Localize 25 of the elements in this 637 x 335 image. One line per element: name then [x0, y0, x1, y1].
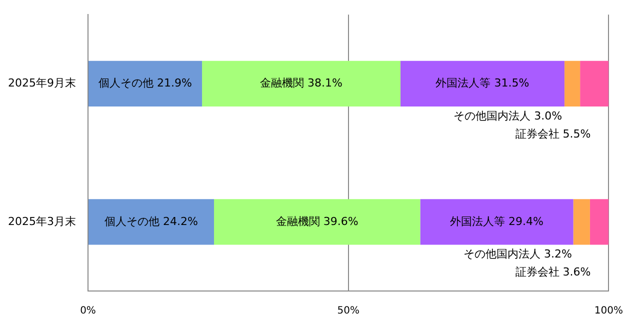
bar — [88, 60, 202, 107]
bar — [590, 199, 609, 245]
x-tick-label: 50% — [337, 306, 360, 317]
x-tick-label: 100% — [594, 306, 623, 317]
y-tick-label: 2025年3月末 — [8, 214, 76, 228]
x-tick-label: 0% — [80, 306, 96, 317]
text: 個人その他 24.2% — [104, 214, 198, 228]
text: 外国法人等 31.5% — [436, 76, 530, 90]
bar — [573, 199, 590, 245]
bar — [420, 199, 574, 245]
text: 金融機関 38.1% — [260, 76, 342, 90]
bar — [88, 199, 214, 245]
bar — [214, 199, 420, 245]
text: 証券会社 3.6% — [515, 266, 591, 279]
bar — [564, 60, 580, 107]
text: 個人その他 21.9% — [98, 76, 192, 90]
text: 外国法人等 29.4% — [450, 214, 544, 228]
y-tick-label: 2025年9月末 — [8, 76, 76, 90]
text: その他国内法人 3.0% — [454, 109, 562, 122]
bar — [580, 60, 609, 107]
text: その他国内法人 3.2% — [464, 248, 572, 261]
bar — [202, 60, 400, 107]
text: 証券会社 5.5% — [515, 127, 591, 140]
bar — [400, 60, 564, 107]
text: 金融機関 39.6% — [276, 214, 358, 228]
